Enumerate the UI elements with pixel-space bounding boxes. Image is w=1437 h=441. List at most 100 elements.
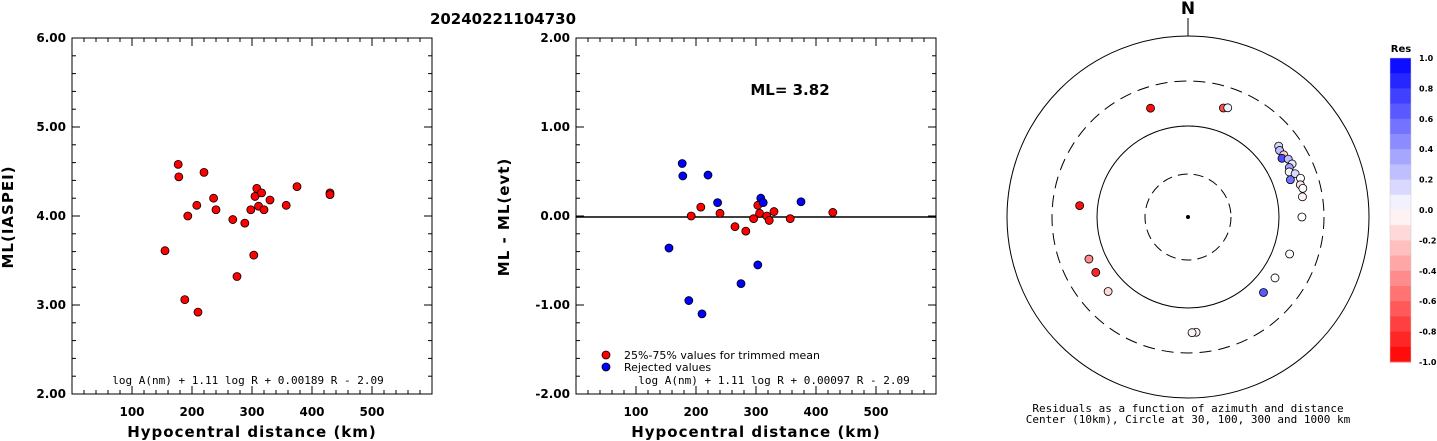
panel-polar-residuals: N Residuals as a function of azimuth and… [1006, 0, 1370, 426]
colorbar-tick-label: 0.2 [1419, 176, 1433, 185]
data-point [249, 250, 259, 260]
data-point [180, 295, 190, 305]
colorbar-tick-label: 0.0 [1419, 206, 1434, 215]
colorbar-band [1390, 346, 1411, 363]
colorbar-tick-label: -0.4 [1419, 267, 1437, 276]
colorbar-tick-label: -1.0 [1419, 358, 1437, 367]
y-tick-label: 5.00 [36, 120, 66, 134]
formula-label: log A(nm) + 1.11 log R + 0.00097 R - 2.0… [638, 374, 910, 387]
colorbar-band [1390, 149, 1411, 165]
data-point [228, 215, 238, 224]
x-tick-label: 500 [863, 405, 888, 419]
data-point [664, 243, 674, 253]
data-point [259, 205, 269, 215]
colorbar-tick-label: -0.8 [1419, 328, 1437, 337]
y-tick-label: -2.00 [535, 387, 570, 401]
y-tick-label: 0.00 [540, 209, 570, 223]
colorbar-band [1390, 255, 1411, 272]
y-tick-label: -1.00 [535, 298, 570, 312]
polar-point [1187, 328, 1197, 338]
y-tick-label: 3.00 [36, 298, 66, 312]
data-point [730, 222, 740, 232]
data-point [292, 182, 302, 192]
y-tick-label: 2.00 [36, 387, 66, 401]
plot-frame [71, 37, 433, 395]
x-axis-label: Hypocentral distance (km) [631, 423, 881, 441]
polar-points [1075, 103, 1308, 338]
data-point [769, 207, 779, 216]
colorbar-tick-label: -0.2 [1419, 236, 1437, 245]
x-tick-label: 100 [623, 405, 648, 419]
colorbar-tick-label: 0.8 [1419, 84, 1434, 93]
legend-marker-trimmed [601, 350, 611, 360]
colorbar-title: Res [1391, 44, 1411, 55]
data-point [764, 216, 774, 225]
polar-point [1298, 183, 1308, 193]
data-point [749, 214, 758, 224]
colorbar-band [1390, 179, 1411, 196]
formula-label: log A(nm) + 1.11 log R + 0.00189 R - 2.0… [112, 374, 384, 387]
data-point [192, 200, 202, 210]
x-tick-label: 200 [683, 405, 708, 419]
data-point [193, 307, 203, 317]
ring-1000km [1006, 35, 1370, 399]
legend-marker-rejected [601, 362, 611, 372]
colorbar-band [1390, 331, 1411, 348]
polar-point [1091, 268, 1101, 277]
polar-point [1297, 212, 1307, 222]
colorbar-band [1390, 240, 1411, 257]
colorbar-bands [1389, 57, 1412, 363]
data-point [281, 200, 291, 210]
legend-label-rejected: Rejected values [624, 361, 711, 374]
colorbar-band [1390, 286, 1411, 302]
colorbar-band [1390, 225, 1411, 241]
data-point [796, 197, 806, 207]
data-point [325, 190, 335, 200]
data-point [183, 211, 193, 221]
polar-point [1285, 175, 1295, 185]
data-point [755, 208, 764, 218]
data-point [684, 296, 694, 305]
colorbar-frame [1389, 57, 1412, 363]
y-tick-label: 1.00 [540, 120, 570, 134]
legend-label-trimmed: 25%-75% values for trimmed mean [624, 349, 820, 362]
polar-point [1270, 273, 1280, 283]
x-tick-label: 300 [239, 405, 264, 419]
x-tick-label: 100 [119, 405, 144, 419]
colorbar-band [1390, 164, 1411, 181]
data-point [257, 188, 267, 198]
x-ticks: 100 200 300 400 500 [71, 38, 433, 419]
colorbar-band [1390, 194, 1411, 211]
x-tick-label: 400 [803, 405, 828, 419]
data-point [696, 202, 706, 212]
polar-point [1259, 288, 1268, 297]
ring-30km [1144, 173, 1232, 261]
data-point [758, 198, 768, 208]
data-point [160, 246, 170, 256]
colorbar-band [1390, 270, 1411, 287]
colorbar-band [1390, 73, 1411, 89]
data-point [828, 208, 838, 217]
data-point [173, 159, 183, 169]
colorbar-ticks: 1.0 0.8 0.6 0.4 0.2 0.0 -0.2 -0.4 -0.6 -0.8 -1.0 [1419, 54, 1437, 367]
data-point [715, 208, 725, 218]
colorbar-tick-label: 0.6 [1419, 115, 1434, 124]
data-point [174, 172, 184, 182]
colorbar-band [1390, 118, 1411, 135]
data-point [211, 205, 221, 215]
data-point [678, 171, 688, 181]
colorbar-tick-label: 1.0 [1419, 54, 1434, 63]
y-tick-label: 6.00 [36, 31, 66, 45]
polar-point [1223, 103, 1233, 113]
y-ticks: 2.00 3.00 4.00 5.00 6.00 [36, 31, 432, 401]
colorbar-tick-label: -0.6 [1419, 297, 1437, 306]
y-axis-label: ML - ML(evt) [495, 158, 513, 276]
y-tick-label: 4.00 [36, 209, 66, 223]
data-point [209, 193, 219, 203]
y-ticks: -2.00 -1.00 0.00 1.00 2.00 [535, 31, 936, 401]
colorbar-band [1390, 210, 1411, 226]
data-points [160, 159, 335, 317]
ring-100km [1096, 125, 1280, 309]
colorbar-band [1390, 58, 1411, 74]
